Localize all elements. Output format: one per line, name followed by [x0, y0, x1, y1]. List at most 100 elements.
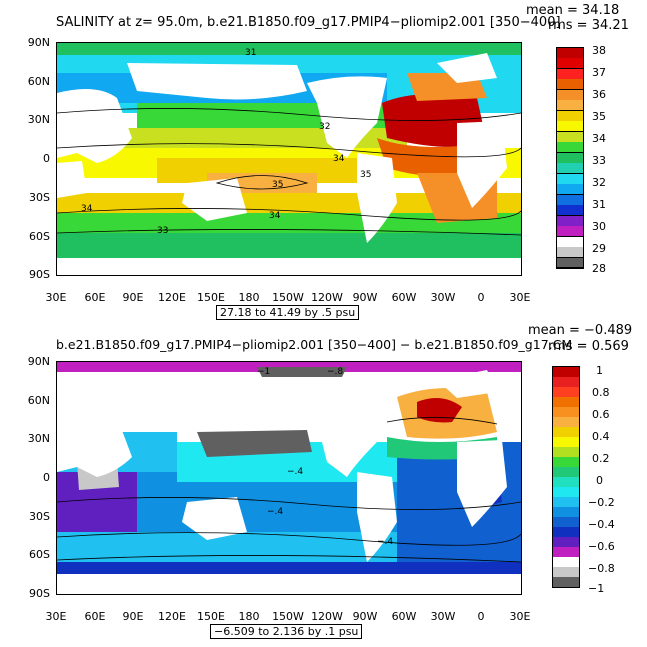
bottom-x-tick: 150W — [272, 610, 304, 623]
bottom-y-tick: 30S — [29, 510, 50, 523]
top-map: 31 32 34 35 34 33 35 34 — [56, 42, 522, 276]
bottom-panel-title: b.e21.B1850.f09_g17.PMIP4−pliomip2.001 [… — [56, 337, 573, 352]
top-colorbar-swatch — [557, 121, 583, 133]
bottom-rms-label: rms = 0.569 — [548, 339, 629, 354]
bottom-colorbar-label: −0.6 — [588, 540, 615, 553]
bottom-colorbar-swatch — [553, 547, 579, 558]
top-y-tick: 30N — [27, 113, 50, 126]
top-colorbar-swatch — [557, 163, 583, 175]
top-y-tick: 0 — [43, 152, 50, 165]
top-x-tick: 120E — [158, 291, 186, 304]
top-colorbar-swatch — [557, 48, 583, 59]
bottom-contour-label: −.4 — [377, 537, 393, 547]
bottom-colorbar-swatch — [553, 567, 579, 578]
top-colorbar-swatch — [557, 247, 583, 259]
top-contour-label: 34 — [333, 154, 345, 164]
top-colorbar-swatch — [557, 110, 583, 122]
bottom-colorbar-swatch — [553, 527, 579, 538]
top-colorbar-swatch — [557, 173, 583, 185]
bottom-x-tick: 150E — [197, 610, 225, 623]
top-colorbar-label: 34 — [592, 132, 606, 145]
bottom-colorbar-swatch — [553, 537, 579, 548]
bottom-colorbar-label: 0 — [596, 474, 603, 487]
top-colorbar-swatch — [557, 68, 583, 80]
bottom-colorbar-label: −1 — [588, 582, 605, 595]
bottom-colorbar-swatch — [553, 487, 579, 498]
bottom-map: −1 −.8 −.4 −.4 −.4 — [56, 361, 522, 595]
bottom-colorbar-swatch — [553, 457, 579, 468]
top-colorbar-swatch — [557, 257, 583, 269]
bottom-contour-label: −.8 — [327, 367, 343, 377]
top-contour-label: 34 — [269, 211, 281, 221]
top-colorbar-swatch — [557, 215, 583, 227]
bottom-colorbar-swatch — [553, 407, 579, 418]
bottom-colorbar-label: −0.4 — [588, 518, 615, 531]
bottom-mean-label: mean = −0.489 — [528, 323, 633, 338]
bottom-colorbar-swatch — [553, 397, 579, 408]
top-contour-label: 32 — [319, 122, 330, 132]
top-colorbar-swatch — [557, 236, 583, 248]
top-colorbar-label: 38 — [592, 44, 606, 57]
bottom-x-tick: 120W — [311, 610, 343, 623]
bottom-colorbar-label: −0.2 — [588, 496, 615, 509]
bottom-x-tick: 90W — [352, 610, 378, 623]
top-colorbar-swatch — [557, 194, 583, 206]
top-colorbar-swatch — [557, 131, 583, 143]
bottom-y-tick: 60N — [27, 394, 50, 407]
bottom-x-tick: 30E — [509, 610, 531, 623]
bottom-y-tick: 0 — [43, 471, 50, 484]
top-colorbar-swatch — [557, 89, 583, 101]
bottom-x-tick: 30W — [430, 610, 456, 623]
top-colorbar-label: 28 — [592, 262, 606, 275]
bottom-x-tick: 120E — [158, 610, 186, 623]
top-colorbar-label: 31 — [592, 198, 606, 211]
bottom-colorbar-swatch — [553, 427, 579, 438]
top-x-tick: 90W — [352, 291, 378, 304]
top-colorbar-label: 35 — [592, 110, 606, 123]
top-y-tick: 60N — [27, 75, 50, 88]
bottom-range-label: −6.509 to 2.136 by .1 psu — [210, 624, 363, 639]
top-colorbar-swatch — [557, 205, 583, 217]
top-x-tick: 180 — [238, 291, 260, 304]
bottom-y-tick: 30N — [27, 432, 50, 445]
top-colorbar-swatch — [557, 226, 583, 238]
bottom-y-tick: 90N — [27, 355, 50, 368]
bottom-colorbar-swatch — [553, 477, 579, 488]
top-colorbar-swatch — [557, 58, 583, 70]
bottom-x-tick: 60W — [391, 610, 417, 623]
bottom-colorbar-swatch — [553, 557, 579, 568]
top-colorbar-swatch — [557, 184, 583, 196]
bottom-colorbar-swatch — [553, 507, 579, 518]
bottom-x-tick: 180 — [238, 610, 260, 623]
bottom-colorbar-label: 0.2 — [592, 452, 610, 465]
top-x-tick: 30E — [45, 291, 67, 304]
bottom-contour-label: −.4 — [267, 507, 283, 517]
bottom-colorbar-label: 0.4 — [592, 430, 610, 443]
top-colorbar-label: 32 — [592, 176, 606, 189]
bottom-y-tick: 60S — [29, 548, 50, 561]
top-colorbar-swatch — [557, 152, 583, 164]
top-colorbar-label: 29 — [592, 242, 606, 255]
top-y-tick: 30S — [29, 191, 50, 204]
top-contour-label: 34 — [81, 204, 93, 214]
top-colorbar-label: 30 — [592, 220, 606, 233]
top-x-tick: 120W — [311, 291, 343, 304]
top-y-tick: 60S — [29, 230, 50, 243]
top-x-tick: 30E — [509, 291, 531, 304]
bottom-colorbar-swatch — [553, 497, 579, 508]
top-y-tick: 90N — [27, 36, 50, 49]
top-y-tick: 90S — [29, 268, 50, 281]
top-x-tick: 60W — [391, 291, 417, 304]
top-x-tick: 150E — [197, 291, 225, 304]
bottom-contour-label: −1 — [257, 367, 270, 377]
top-colorbar-swatch — [557, 100, 583, 112]
bottom-colorbar-swatch — [553, 447, 579, 458]
bottom-x-tick: 60E — [84, 610, 106, 623]
top-contour-label: 35 — [272, 180, 283, 190]
top-colorbar-label: 36 — [592, 88, 606, 101]
top-x-tick: 60E — [84, 291, 106, 304]
bottom-colorbar-swatch — [553, 467, 579, 478]
bottom-colorbar-swatch — [553, 517, 579, 528]
top-range-label: 27.18 to 41.49 by .5 psu — [216, 305, 360, 320]
top-colorbar-swatch — [557, 142, 583, 154]
